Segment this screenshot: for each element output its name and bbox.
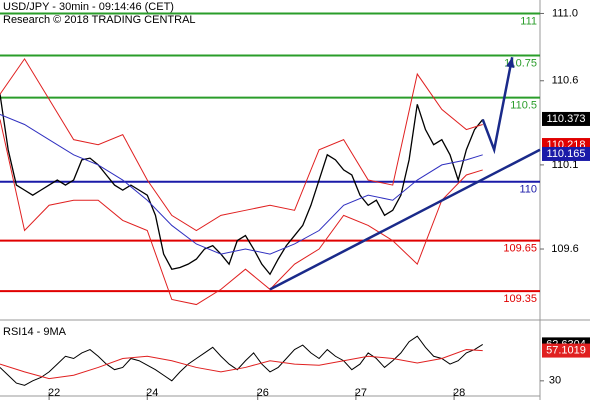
x-tick-label: 22 bbox=[48, 387, 60, 399]
x-tick-label: 26 bbox=[257, 387, 269, 399]
price-line bbox=[0, 94, 484, 276]
rsi-box-label: 57.1019 bbox=[546, 344, 586, 356]
y-tick-label: 111.0 bbox=[552, 7, 578, 19]
x-tick-label: 24 bbox=[146, 387, 158, 399]
arrow-head bbox=[506, 57, 515, 68]
rsi-box bbox=[542, 343, 590, 358]
price-box-label: 110.165 bbox=[547, 148, 586, 160]
level-label: 109.35 bbox=[503, 293, 537, 305]
price-box-label: 110.373 bbox=[547, 113, 586, 125]
price-box bbox=[542, 146, 590, 161]
indicator-line bbox=[0, 113, 483, 255]
x-tick-label: 28 bbox=[453, 387, 465, 399]
indicator-line bbox=[0, 57, 483, 232]
trendline bbox=[269, 148, 541, 291]
x-tick-label: 27 bbox=[355, 387, 367, 399]
y-tick-label: 109.6 bbox=[551, 243, 579, 255]
indicator-line bbox=[0, 119, 483, 306]
level-label: 111 bbox=[520, 15, 537, 27]
level-label: 110 bbox=[519, 184, 537, 196]
y-tick-label: 110.6 bbox=[552, 75, 579, 87]
projection-arrow bbox=[481, 56, 514, 155]
chart-title: USD/JPY - 30min - 09:14:46 (CET) bbox=[3, 1, 174, 13]
rsi-line bbox=[0, 335, 483, 386]
rsi-label: RSI14 - 9MA bbox=[3, 326, 67, 338]
rsi-tick-label: 30 bbox=[549, 375, 561, 387]
level-label: 110.5 bbox=[510, 99, 537, 111]
rsi-line bbox=[0, 349, 483, 380]
chart-subtitle: Research © 2018 TRADING CENTRAL bbox=[3, 14, 196, 26]
y-tick-label: 110.1 bbox=[552, 159, 579, 171]
level-label: 109.65 bbox=[503, 243, 537, 255]
price-box bbox=[542, 111, 590, 126]
